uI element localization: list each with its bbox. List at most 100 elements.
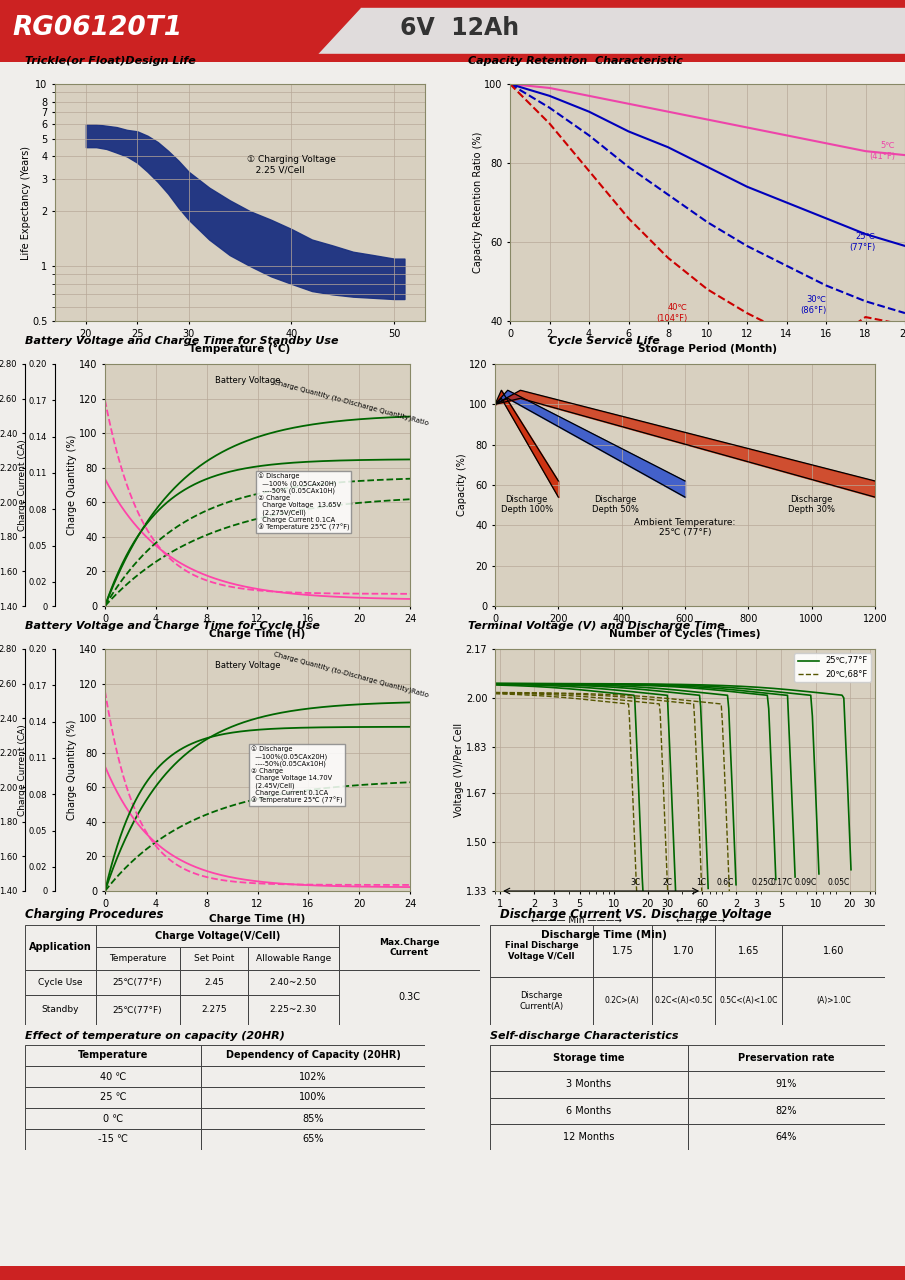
Legend: 25℃,77°F, 20℃,68°F: 25℃,77°F, 20℃,68°F bbox=[795, 653, 871, 682]
Text: Storage time: Storage time bbox=[553, 1053, 624, 1064]
X-axis label: Number of Cycles (Times): Number of Cycles (Times) bbox=[609, 630, 761, 639]
Text: Cycle Use: Cycle Use bbox=[38, 978, 82, 987]
Bar bbox=[201, 1066, 425, 1087]
Y-axis label: Charge Current (CA): Charge Current (CA) bbox=[18, 724, 27, 815]
Text: 12 Months: 12 Months bbox=[563, 1132, 614, 1142]
Text: 102%: 102% bbox=[300, 1071, 327, 1082]
Text: 0.2C<(A)<0.5C: 0.2C<(A)<0.5C bbox=[654, 997, 713, 1006]
Bar bbox=[201, 1044, 425, 1066]
Text: 5℃
(41°F): 5℃ (41°F) bbox=[869, 142, 895, 161]
Text: Battery Voltage: Battery Voltage bbox=[214, 376, 281, 385]
Text: RG06120T1: RG06120T1 bbox=[12, 15, 182, 41]
Bar bbox=[490, 925, 593, 977]
Text: 1.65: 1.65 bbox=[738, 946, 759, 956]
Text: 0.17C: 0.17C bbox=[771, 878, 793, 887]
Y-axis label: Capacity Retention Ratio (%): Capacity Retention Ratio (%) bbox=[472, 132, 482, 273]
Text: ① Discharge
  —100%(0.05CAx20H)
  ----50%(0.05CAx10H)
② Charge
  Charge Voltage : ① Discharge —100%(0.05CAx20H) ----50%(0.… bbox=[252, 746, 343, 804]
Bar bbox=[96, 970, 180, 995]
Text: Preservation rate: Preservation rate bbox=[738, 1053, 834, 1064]
Y-axis label: Charge Quantity (%): Charge Quantity (%) bbox=[68, 435, 78, 535]
Bar bbox=[715, 925, 782, 977]
Text: Discharge Current VS. Discharge Voltage: Discharge Current VS. Discharge Voltage bbox=[500, 908, 772, 922]
Bar bbox=[201, 1087, 425, 1108]
Text: ←— Hr —→: ←— Hr —→ bbox=[676, 916, 725, 925]
Text: 85%: 85% bbox=[302, 1114, 324, 1124]
Bar bbox=[490, 1044, 688, 1071]
Text: 1.75: 1.75 bbox=[612, 946, 634, 956]
Bar bbox=[652, 977, 715, 1025]
Bar bbox=[180, 970, 248, 995]
Bar bbox=[688, 1071, 885, 1097]
Text: Capacity Retention  Characteristic: Capacity Retention Characteristic bbox=[468, 56, 683, 67]
Text: Terminal Voltage (V) and Discharge Time: Terminal Voltage (V) and Discharge Time bbox=[468, 621, 725, 631]
Text: Discharge
Depth 100%: Discharge Depth 100% bbox=[500, 495, 553, 515]
Text: Charge Quantity (to-Discharge Quantity)Ratio: Charge Quantity (to-Discharge Quantity)R… bbox=[272, 652, 429, 699]
Text: 0.05C: 0.05C bbox=[827, 878, 849, 887]
Bar bbox=[688, 1097, 885, 1124]
Bar bbox=[248, 970, 339, 995]
Text: Temperature: Temperature bbox=[78, 1051, 148, 1061]
Text: Charging Procedures: Charging Procedures bbox=[25, 908, 164, 922]
Y-axis label: Life Expectancy (Years): Life Expectancy (Years) bbox=[21, 146, 31, 260]
Bar bbox=[25, 925, 96, 970]
Text: Trickle(or Float)Design Life: Trickle(or Float)Design Life bbox=[25, 56, 195, 67]
Text: Temperature: Temperature bbox=[109, 954, 167, 963]
Text: 40℃
(104°F): 40℃ (104°F) bbox=[656, 303, 688, 323]
Text: 0.6C: 0.6C bbox=[717, 878, 734, 887]
Text: Effect of temperature on capacity (20HR): Effect of temperature on capacity (20HR) bbox=[25, 1030, 285, 1041]
X-axis label: Storage Period (Month): Storage Period (Month) bbox=[638, 344, 777, 355]
Bar bbox=[490, 977, 593, 1025]
Text: 30℃
(86°F): 30℃ (86°F) bbox=[800, 296, 826, 315]
Bar bbox=[0, 8, 905, 54]
Text: Self-discharge Characteristics: Self-discharge Characteristics bbox=[490, 1030, 679, 1041]
Text: 2.40~2.50: 2.40~2.50 bbox=[270, 978, 317, 987]
Text: ←——— Min ———→: ←——— Min ———→ bbox=[531, 916, 622, 925]
Bar bbox=[688, 1044, 885, 1071]
Bar bbox=[593, 925, 652, 977]
Bar bbox=[96, 947, 180, 970]
Bar bbox=[688, 1124, 885, 1149]
Bar bbox=[782, 977, 885, 1025]
Text: Discharge
Depth 50%: Discharge Depth 50% bbox=[592, 495, 639, 515]
Bar bbox=[25, 995, 96, 1025]
X-axis label: Charge Time (H): Charge Time (H) bbox=[209, 630, 306, 639]
Text: 25℃(77°F): 25℃(77°F) bbox=[113, 978, 162, 987]
Y-axis label: Charge Current (CA): Charge Current (CA) bbox=[18, 439, 27, 531]
Text: 3C: 3C bbox=[630, 878, 640, 887]
Bar bbox=[180, 995, 248, 1025]
Y-axis label: Charge Quantity (%): Charge Quantity (%) bbox=[68, 719, 78, 820]
Bar bbox=[25, 1044, 201, 1066]
Text: Set Point: Set Point bbox=[194, 954, 234, 963]
Text: 1.70: 1.70 bbox=[672, 946, 694, 956]
Text: Charge Voltage(V/Cell): Charge Voltage(V/Cell) bbox=[155, 931, 280, 941]
Bar bbox=[96, 995, 180, 1025]
Bar bbox=[715, 977, 782, 1025]
Text: 0.2C>(A): 0.2C>(A) bbox=[605, 997, 640, 1006]
Text: 0.25C: 0.25C bbox=[751, 878, 774, 887]
Text: Ambient Temperature:
25℃ (77°F): Ambient Temperature: 25℃ (77°F) bbox=[634, 518, 736, 538]
Text: -15 ℃: -15 ℃ bbox=[98, 1134, 128, 1144]
Text: 1.60: 1.60 bbox=[823, 946, 844, 956]
Text: Charge Quantity (to-Discharge Quantity)Ratio: Charge Quantity (to-Discharge Quantity)R… bbox=[272, 379, 429, 426]
Text: 82%: 82% bbox=[776, 1106, 797, 1116]
Text: 0.5C<(A)<1.0C: 0.5C<(A)<1.0C bbox=[719, 997, 778, 1006]
Text: 65%: 65% bbox=[302, 1134, 324, 1144]
Bar bbox=[25, 1087, 201, 1108]
Bar bbox=[339, 970, 480, 1025]
Text: 0.09C: 0.09C bbox=[795, 878, 817, 887]
Text: Standby: Standby bbox=[42, 1006, 79, 1015]
Text: Discharge
Current(A): Discharge Current(A) bbox=[519, 991, 564, 1011]
Text: 6 Months: 6 Months bbox=[567, 1106, 611, 1116]
Bar bbox=[0, 54, 905, 61]
Text: Discharge Time (Min): Discharge Time (Min) bbox=[540, 931, 667, 941]
Bar bbox=[490, 1071, 688, 1097]
Text: Discharge
Depth 30%: Discharge Depth 30% bbox=[788, 495, 835, 515]
Text: 25℃
(77°F): 25℃ (77°F) bbox=[849, 232, 875, 252]
Text: 64%: 64% bbox=[776, 1132, 797, 1142]
Bar bbox=[201, 1108, 425, 1129]
Bar bbox=[593, 977, 652, 1025]
Bar bbox=[248, 947, 339, 970]
Text: 2.275: 2.275 bbox=[201, 1006, 226, 1015]
Text: 2.25~2.30: 2.25~2.30 bbox=[270, 1006, 317, 1015]
Text: Battery Voltage and Charge Time for Standby Use: Battery Voltage and Charge Time for Stan… bbox=[25, 335, 338, 346]
